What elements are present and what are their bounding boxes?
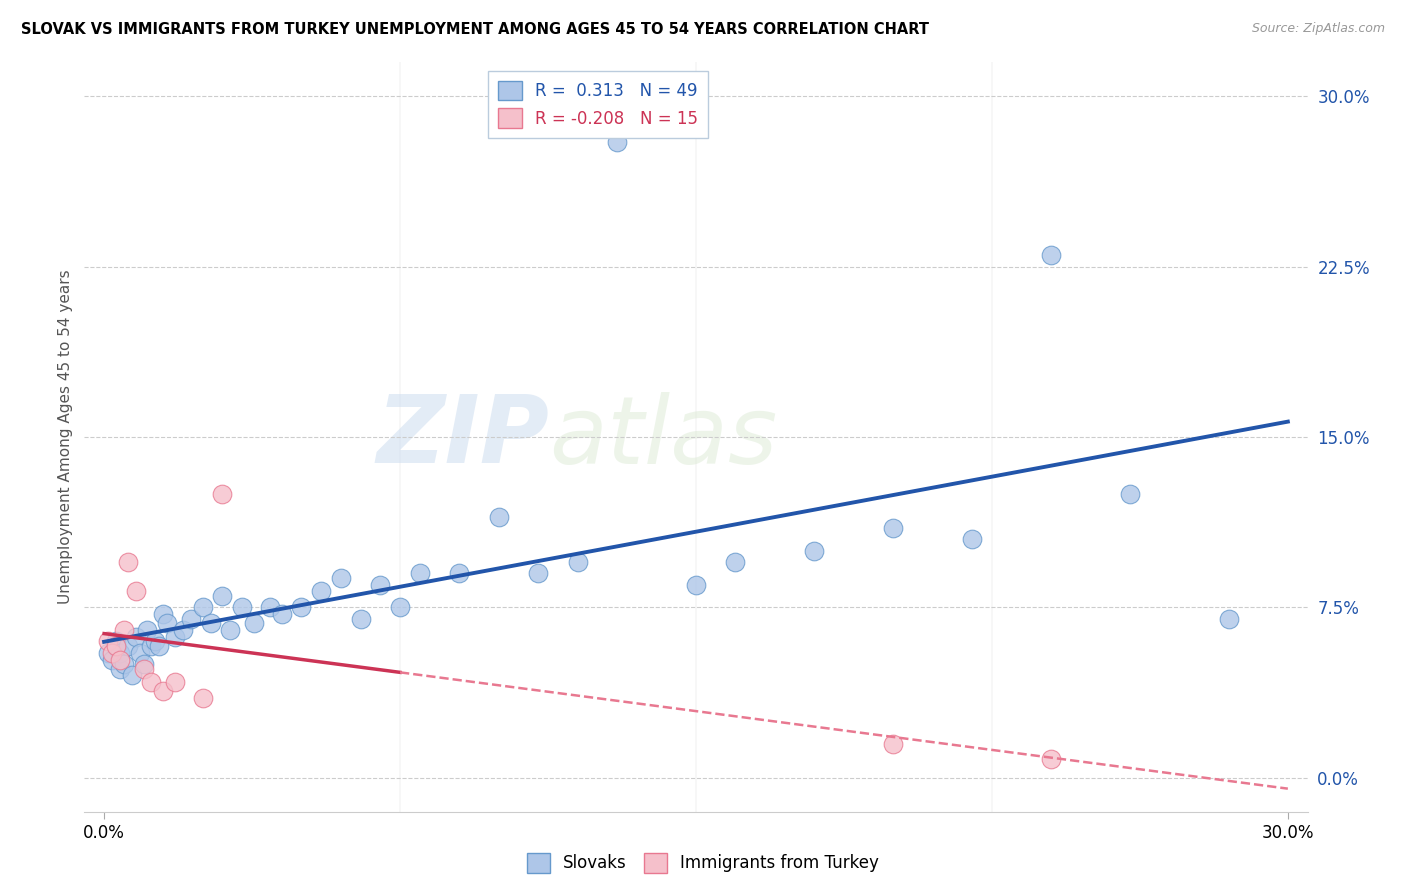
Point [259, 600, 281, 615]
Point [101, 646, 124, 660]
Point [270, 607, 292, 622]
Point [108, 646, 131, 660]
Text: Source: ZipAtlas.com: Source: ZipAtlas.com [1251, 22, 1385, 36]
Point [1119, 487, 1142, 501]
Text: SLOVAK VS IMMIGRANTS FROM TURKEY UNEMPLOYMENT AMONG AGES 45 TO 54 YEARS CORRELAT: SLOVAK VS IMMIGRANTS FROM TURKEY UNEMPLO… [21, 22, 929, 37]
Point [97, 634, 120, 648]
Legend: R =  0.313   N = 49, R = -0.208   N = 15: R = 0.313 N = 49, R = -0.208 N = 15 [488, 70, 709, 137]
Point [117, 639, 139, 653]
Point [128, 646, 150, 660]
Legend: Slovaks, Immigrants from Turkey: Slovaks, Immigrants from Turkey [520, 847, 886, 880]
Point [200, 616, 222, 631]
Point [409, 566, 432, 581]
Point [101, 652, 124, 666]
Point [152, 607, 174, 622]
Text: ZIP: ZIP [377, 391, 550, 483]
Point [156, 616, 179, 631]
Point [136, 623, 159, 637]
Point [104, 634, 127, 648]
Point [449, 566, 471, 581]
Point [180, 612, 202, 626]
Point [1040, 248, 1063, 262]
Text: atlas: atlas [550, 392, 778, 483]
Point [121, 668, 143, 682]
Point [104, 639, 127, 653]
Point [132, 657, 155, 672]
Point [488, 509, 510, 524]
Point [309, 584, 332, 599]
Point [165, 630, 187, 644]
Point [132, 662, 155, 676]
Point [803, 543, 825, 558]
Point [108, 652, 131, 666]
Point [231, 600, 253, 615]
Point [219, 623, 242, 637]
Point [124, 630, 146, 644]
Point [165, 675, 187, 690]
Point [141, 639, 163, 653]
Point [290, 600, 312, 615]
Point [108, 662, 131, 676]
Point [112, 623, 135, 637]
Point [148, 639, 170, 653]
Point [349, 612, 371, 626]
Y-axis label: Unemployment Among Ages 45 to 54 years: Unemployment Among Ages 45 to 54 years [58, 269, 73, 605]
Point [117, 555, 139, 569]
Point [527, 566, 550, 581]
Point [329, 571, 352, 585]
Point [145, 634, 167, 648]
Point [243, 616, 266, 631]
Point [172, 623, 194, 637]
Point [104, 639, 127, 653]
Point [368, 577, 391, 591]
Point [960, 533, 983, 547]
Point [112, 657, 135, 672]
Point [724, 555, 747, 569]
Point [882, 737, 904, 751]
Point [191, 600, 214, 615]
Point [389, 600, 412, 615]
Point [1218, 612, 1240, 626]
Point [97, 646, 120, 660]
Point [124, 584, 146, 599]
Point [606, 135, 628, 149]
Point [211, 589, 233, 603]
Point [685, 577, 707, 591]
Point [1040, 752, 1063, 766]
Point [211, 487, 233, 501]
Point [882, 521, 904, 535]
Point [191, 691, 214, 706]
Point [567, 555, 589, 569]
Point [152, 684, 174, 698]
Point [141, 675, 163, 690]
